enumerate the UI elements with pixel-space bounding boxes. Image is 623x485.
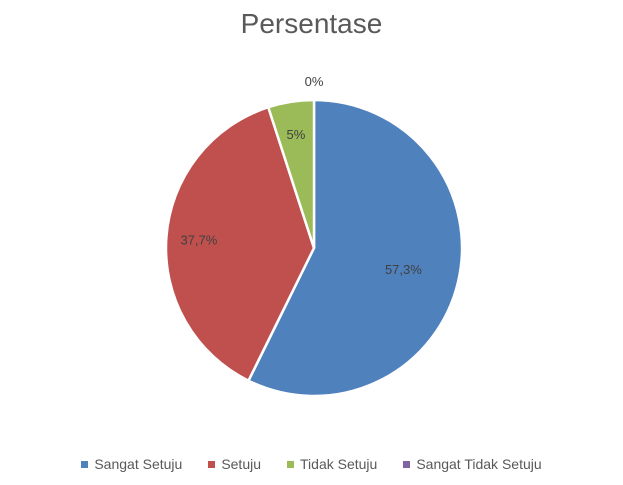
chart-legend: Sangat Setuju Setuju Tidak Setuju Sangat… [0,456,623,472]
legend-item-sangat-setuju: Sangat Setuju [81,456,182,472]
legend-item-tidak-setuju: Tidak Setuju [287,456,377,472]
data-label-sangat-setuju: 57,3% [385,262,422,277]
legend-swatch-tidak-setuju [287,460,295,468]
legend-swatch-sangat-tidak-setuju [403,460,411,468]
legend-item-setuju: Setuju [208,456,261,472]
data-label-setuju: 37,7% [180,233,217,248]
chart-title: Persentase [240,8,383,39]
legend-label-sangat-tidak-setuju: Sangat Tidak Setuju [416,456,542,472]
data-label-sangat-tidak-setuju: 0% [305,74,324,89]
legend-item-sangat-tidak-setuju: Sangat Tidak Setuju [403,456,542,472]
pie-slice-setuju [164,105,316,383]
legend-label-tidak-setuju: Tidak Setuju [300,456,378,472]
legend-label-sangat-setuju: Sangat Setuju [94,456,183,472]
legend-swatch-setuju [208,460,216,468]
data-label-tidak-setuju: 5% [287,127,306,142]
pie-slice-sangat-setuju [246,98,464,398]
legend-label-setuju: Setuju [221,456,262,472]
legend-swatch-sangat-setuju [81,460,89,468]
pie-slice-tidak-setuju [266,98,316,249]
